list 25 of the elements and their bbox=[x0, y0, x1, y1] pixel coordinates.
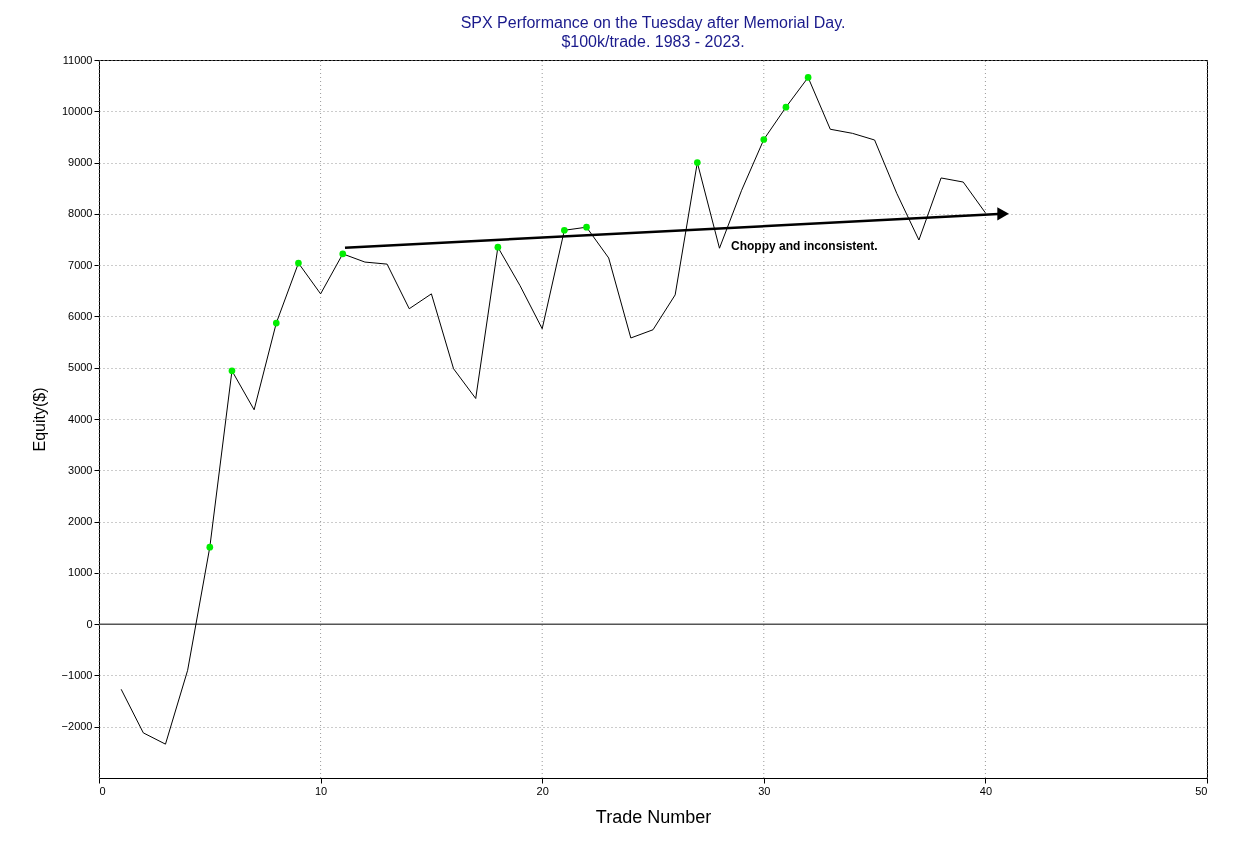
y-tick-label: 8000 bbox=[68, 207, 93, 220]
y-tick-label: 2000 bbox=[68, 515, 93, 528]
y-axis-title: Equity($) bbox=[30, 387, 48, 452]
y-tick-label: 7000 bbox=[68, 258, 93, 271]
y-tick-label: 6000 bbox=[68, 309, 93, 322]
x-tick-label: 50 bbox=[1195, 784, 1208, 797]
y-tick-label: 1000 bbox=[68, 566, 93, 579]
x-tick-label: 20 bbox=[536, 784, 549, 797]
y-tick-label: 10000 bbox=[61, 104, 93, 117]
x-tick-label: 40 bbox=[979, 784, 993, 797]
x-tick-label: 10 bbox=[314, 784, 328, 797]
x-tick-label: 30 bbox=[758, 784, 771, 797]
x-tick-label: 0 bbox=[99, 784, 106, 797]
chart-subtitle: $100k/trade. 1983 - 2023. bbox=[561, 33, 745, 50]
chart-title: SPX Performance on the Tuesday after Memorial Day. bbox=[460, 14, 846, 31]
y-tick-label: −2000 bbox=[61, 720, 93, 733]
y-tick-label: 5000 bbox=[68, 361, 93, 374]
annotation: Choppy and inconsistent. bbox=[731, 239, 878, 253]
y-tick-label: 9000 bbox=[68, 156, 93, 169]
x-axis-title: Trade Number bbox=[595, 806, 712, 827]
y-tick-label: 3000 bbox=[68, 463, 93, 476]
y-tick-label: −1000 bbox=[61, 668, 93, 681]
y-tick-label: 11000 bbox=[62, 53, 93, 66]
y-tick-label: 0 bbox=[86, 617, 93, 630]
y-tick-label: 4000 bbox=[68, 412, 93, 425]
